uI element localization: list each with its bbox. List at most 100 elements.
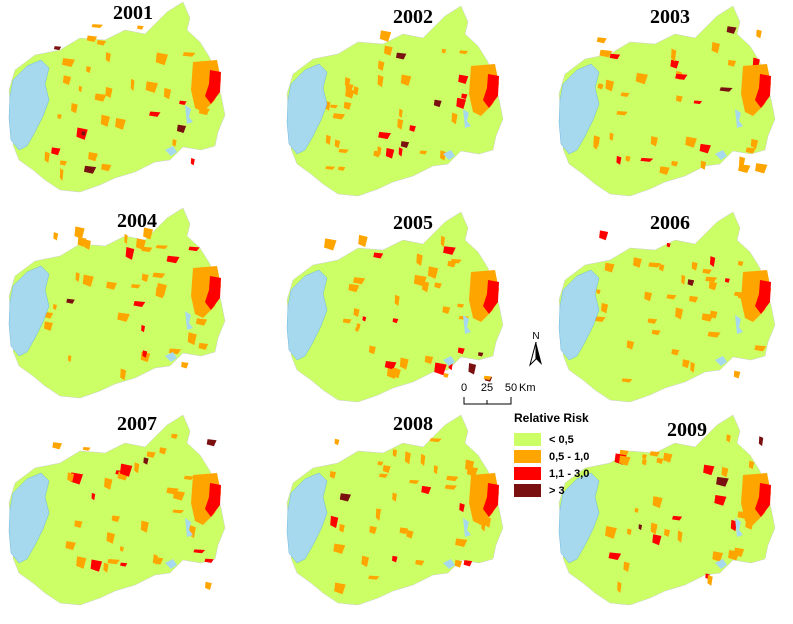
district-patch	[707, 574, 713, 586]
district-patch	[450, 258, 462, 264]
district-patch	[140, 520, 149, 533]
district-patch	[634, 507, 639, 513]
district-patch	[758, 436, 764, 447]
district-patch	[44, 151, 50, 164]
lake	[735, 109, 743, 128]
district-patch	[599, 49, 613, 58]
district-patch	[394, 294, 400, 307]
district-patch	[145, 81, 158, 93]
district-patch	[143, 227, 153, 240]
district-patch	[675, 95, 683, 103]
district-patch	[91, 492, 96, 501]
district-patch	[711, 41, 720, 54]
legend-title: Relative Risk	[514, 411, 589, 425]
district-patch	[663, 452, 673, 463]
district-patch	[378, 473, 389, 478]
legend-item: < 0,5	[514, 431, 634, 448]
district-patch	[642, 454, 647, 460]
district-patch	[332, 113, 346, 120]
map-panel-2009: 2009	[555, 413, 793, 613]
district-patch	[451, 112, 458, 125]
district-patch	[152, 556, 164, 565]
district-patch	[466, 466, 479, 477]
district-patch	[468, 362, 477, 375]
district-patch	[700, 160, 707, 170]
district-patch	[105, 86, 113, 99]
district-patch	[345, 88, 355, 99]
district-patch	[324, 238, 337, 251]
district-patch	[59, 160, 68, 166]
district-patch	[616, 110, 628, 116]
district-patch	[103, 562, 109, 573]
scale-unit: Km	[519, 382, 536, 394]
district-patch	[75, 272, 80, 283]
district-patch	[442, 306, 451, 315]
district-patch	[378, 131, 392, 140]
district-patch	[605, 79, 615, 92]
district-patch	[719, 87, 733, 92]
legend-swatch	[514, 433, 541, 446]
district-patch	[149, 111, 161, 117]
lake	[8, 265, 50, 357]
district-patch	[66, 298, 75, 304]
district-patch	[84, 239, 91, 250]
district-patch	[619, 455, 631, 466]
district-patch	[125, 246, 135, 260]
district-patch	[397, 118, 404, 130]
map-panel-2003: 2003	[555, 4, 793, 204]
district-patch	[329, 470, 336, 479]
district-patch	[206, 439, 217, 447]
district-patch	[94, 93, 107, 102]
district-patch	[483, 375, 492, 380]
district-patch	[658, 263, 665, 272]
district-patch	[82, 447, 91, 451]
district-patch	[714, 494, 727, 506]
district-patch	[677, 530, 683, 543]
eastern-district-high	[483, 483, 499, 517]
district-patch	[141, 246, 153, 253]
district-patch	[120, 562, 128, 567]
district-patch	[459, 503, 465, 513]
district-patch	[96, 40, 107, 46]
district-patch	[599, 230, 609, 241]
district-patch	[133, 301, 146, 308]
district-patch	[455, 538, 468, 548]
district-patch	[120, 368, 127, 381]
district-patch	[362, 316, 367, 322]
district-patch	[721, 466, 729, 478]
country-outline	[558, 5, 776, 197]
north-arrow-half-empty	[529, 341, 537, 367]
district-patch	[166, 255, 180, 264]
district-patch	[738, 164, 751, 173]
eastern-district-high	[755, 280, 771, 314]
district-patch	[334, 139, 341, 149]
district-patch	[422, 280, 430, 293]
district-patch	[433, 99, 442, 108]
scale-tick-0: 0	[461, 382, 467, 394]
country-outline	[8, 1, 226, 193]
district-patch	[361, 555, 370, 567]
district-patch	[51, 147, 61, 156]
district-patch	[701, 313, 714, 322]
map-panel-2001: 2001	[5, 0, 245, 200]
district-patch	[135, 238, 146, 250]
district-patch	[456, 97, 467, 110]
district-patch	[434, 282, 442, 289]
lake	[185, 105, 193, 124]
district-patch	[107, 558, 120, 565]
district-patch	[675, 73, 688, 80]
district-patch	[716, 476, 729, 487]
district-patch	[156, 283, 167, 296]
district-patch	[750, 138, 759, 149]
district-patch	[141, 324, 145, 333]
district-patch	[377, 461, 384, 466]
map-panel-2006: 2006	[555, 210, 793, 410]
eastern-district-high	[205, 483, 221, 517]
district-patch	[146, 451, 156, 458]
legend-item: 0,5 - 1,0	[514, 448, 634, 465]
district-patch	[454, 559, 463, 568]
lake	[715, 150, 727, 160]
district-patch	[176, 124, 187, 134]
country-outline	[286, 5, 504, 197]
district-map	[558, 5, 776, 197]
